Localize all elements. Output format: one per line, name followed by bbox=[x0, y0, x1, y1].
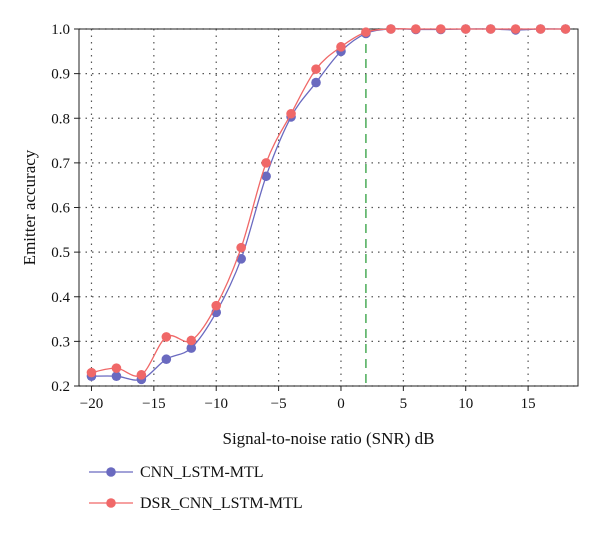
data-point-dsr-cnn-lstm-mtl bbox=[311, 64, 321, 74]
data-point-dsr-cnn-lstm-mtl bbox=[211, 300, 222, 311]
data-point-dsr-cnn-lstm-mtl bbox=[86, 367, 97, 378]
x-axis-label: Signal-to-noise ratio (SNR) dB bbox=[222, 429, 434, 448]
data-point-dsr-cnn-lstm-mtl bbox=[361, 27, 371, 37]
data-point-cnn-lstm-mtl bbox=[261, 171, 271, 182]
y-tick-label: 0.6 bbox=[51, 201, 70, 217]
y-tick-label: 0.9 bbox=[51, 67, 70, 83]
data-point-dsr-cnn-lstm-mtl bbox=[186, 335, 197, 346]
grid-lines bbox=[79, 28, 578, 387]
x-tick-label: 5 bbox=[400, 396, 408, 412]
data-point-cnn-lstm-mtl bbox=[236, 254, 246, 264]
data-point-dsr-cnn-lstm-mtl bbox=[336, 42, 346, 52]
y-tick-label: 0.3 bbox=[51, 334, 70, 350]
y-axis-label: Emitter accuracy bbox=[20, 149, 39, 265]
x-tick-label: −15 bbox=[142, 396, 165, 412]
data-point-dsr-cnn-lstm-mtl bbox=[560, 24, 571, 34]
data-point-dsr-cnn-lstm-mtl bbox=[236, 242, 246, 253]
y-tick-label: 0.7 bbox=[51, 156, 70, 172]
data-point-dsr-cnn-lstm-mtl bbox=[386, 24, 396, 34]
series-group bbox=[86, 24, 571, 385]
legend-label: CNN_LSTM-MTL bbox=[140, 464, 264, 481]
data-point-cnn-lstm-mtl bbox=[186, 343, 197, 353]
data-point-dsr-cnn-lstm-mtl bbox=[411, 24, 421, 34]
data-point-dsr-cnn-lstm-mtl bbox=[435, 24, 446, 34]
data-point-dsr-cnn-lstm-mtl bbox=[535, 24, 546, 34]
legend-marker bbox=[106, 498, 116, 508]
x-tick-label: 15 bbox=[521, 396, 536, 412]
data-point-dsr-cnn-lstm-mtl bbox=[286, 108, 296, 119]
legend: CNN_LSTM-MTL DSR_CNN_LSTM-MTL bbox=[89, 464, 303, 512]
data-point-dsr-cnn-lstm-mtl bbox=[460, 24, 471, 34]
x-tick-label: −5 bbox=[271, 396, 287, 412]
y-tick-label: 0.8 bbox=[51, 111, 70, 127]
series-line-dsr-cnn-lstm-mtl bbox=[91, 28, 566, 377]
legend-label: DSR_CNN_LSTM-MTL bbox=[140, 495, 303, 512]
y-tick-label: 0.2 bbox=[51, 379, 70, 395]
data-point-cnn-lstm-mtl bbox=[111, 371, 122, 381]
data-point-dsr-cnn-lstm-mtl bbox=[485, 24, 496, 34]
data-point-cnn-lstm-mtl bbox=[161, 354, 172, 365]
legend-marker bbox=[106, 467, 116, 477]
data-point-dsr-cnn-lstm-mtl bbox=[111, 363, 122, 373]
plot-frame bbox=[78, 28, 579, 387]
data-point-dsr-cnn-lstm-mtl bbox=[261, 158, 271, 168]
y-tick-label: 1.0 bbox=[51, 22, 70, 38]
x-tick-label: 0 bbox=[337, 396, 345, 412]
data-point-dsr-cnn-lstm-mtl bbox=[510, 24, 521, 34]
axis-ticks: −20 −15 −10 −5 0 5 10 15 0.2 0.3 0.4 0.5 0.6 0.7 0.8 0.… bbox=[51, 22, 535, 412]
data-point-dsr-cnn-lstm-mtl bbox=[136, 370, 147, 380]
series-line-cnn-lstm-mtl bbox=[91, 28, 566, 381]
x-tick-label: 10 bbox=[458, 396, 473, 412]
x-tick-label: −20 bbox=[80, 396, 103, 412]
data-point-cnn-lstm-mtl bbox=[311, 77, 321, 88]
y-tick-label: 0.4 bbox=[51, 290, 70, 306]
data-point-dsr-cnn-lstm-mtl bbox=[161, 332, 172, 342]
x-tick-label: −10 bbox=[204, 396, 227, 412]
y-tick-label: 0.5 bbox=[51, 245, 70, 261]
